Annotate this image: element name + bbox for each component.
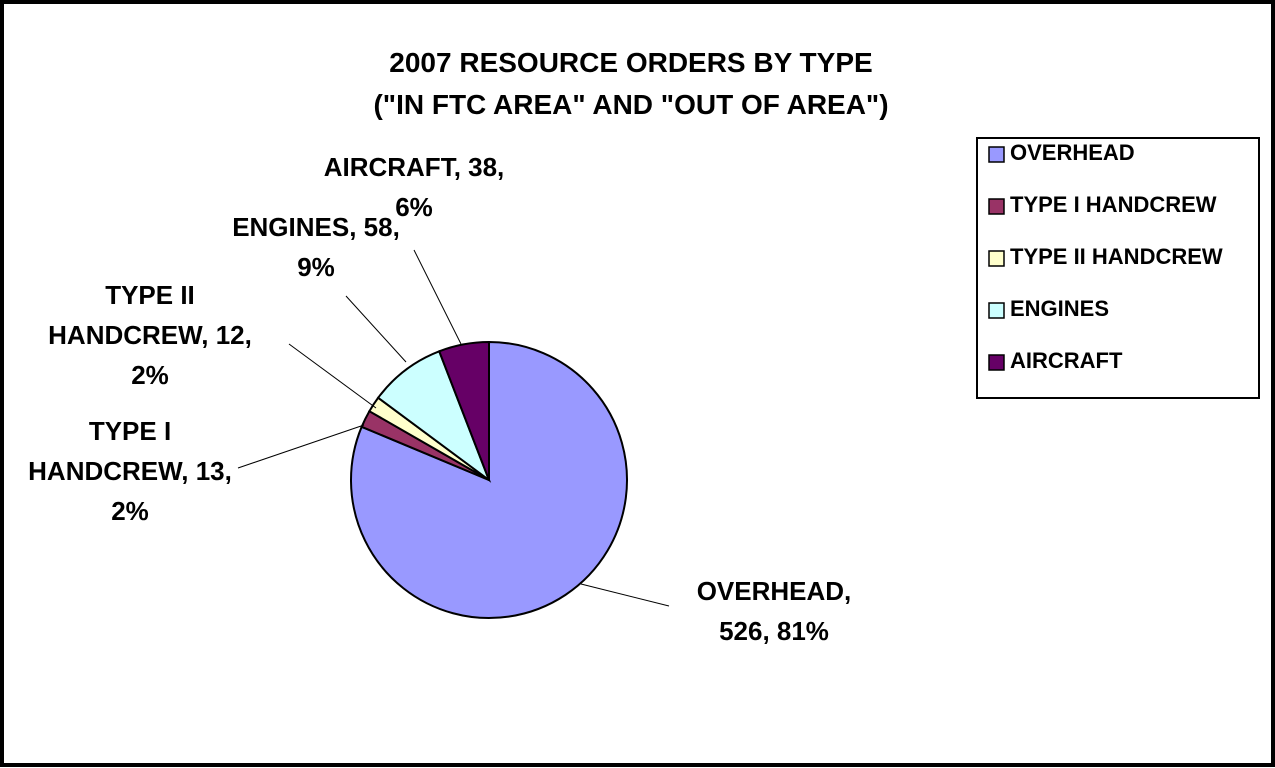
- legend-swatch-engines: [988, 302, 1005, 319]
- leader-line-type-i-handcrew: [237, 424, 365, 469]
- legend-label-engines: ENGINES: [1010, 296, 1109, 321]
- leader-lines: [237, 249, 670, 607]
- legend-swatch-type-i-handcrew: [988, 198, 1005, 215]
- chart-title-line-2: ("IN FTC AREA" AND "OUT OF AREA"): [373, 89, 888, 120]
- data-label-type-i-handcrew: TYPE I: [89, 416, 171, 446]
- data-label-overhead: 526, 81%: [719, 616, 829, 646]
- legend-label-type-i-handcrew: TYPE I HANDCREW: [1010, 192, 1217, 217]
- data-label-aircraft: AIRCRAFT, 38,: [324, 152, 505, 182]
- pie-chart: 2007 RESOURCE ORDERS BY TYPE ("IN FTC AR…: [28, 47, 1260, 646]
- data-label-type-ii-handcrew: 2%: [131, 360, 169, 390]
- leader-line-engines: [345, 295, 407, 363]
- data-label-type-ii-handcrew: TYPE II: [105, 280, 195, 310]
- pie-slice-aircraft: [437, 340, 490, 481]
- data-label-type-i-handcrew: 2%: [111, 496, 149, 526]
- leader-line-aircraft: [413, 249, 462, 345]
- data-label-engines: ENGINES, 58,: [232, 212, 400, 242]
- data-label-type-i-handcrew: HANDCREW, 13,: [28, 456, 232, 486]
- legend-label-aircraft: AIRCRAFT: [1010, 348, 1123, 373]
- data-label-engines: 9%: [297, 252, 335, 282]
- data-labels: OVERHEAD, 526, 81% TYPE I HANDCREW, 13, 2% TY…: [28, 152, 851, 646]
- legend-swatch-aircraft: [988, 354, 1005, 371]
- chart-title-line-1: 2007 RESOURCE ORDERS BY TYPE: [389, 47, 872, 78]
- legend-label-overhead: OVERHEAD: [1010, 140, 1135, 165]
- legend-swatch-overhead: [988, 146, 1005, 163]
- leader-line-overhead: [580, 583, 670, 607]
- legend-swatch-type-ii-handcrew: [988, 250, 1005, 267]
- leader-line-type-ii-handcrew: [288, 343, 377, 409]
- legend-label-type-ii-handcrew: TYPE II HANDCREW: [1010, 244, 1223, 269]
- pie-slices: [350, 340, 628, 619]
- data-label-overhead: OVERHEAD,: [697, 576, 852, 606]
- data-label-type-ii-handcrew: HANDCREW, 12,: [48, 320, 252, 350]
- data-label-aircraft: 6%: [395, 192, 433, 222]
- legend-box: [976, 137, 1260, 399]
- legend: OVERHEAD TYPE I HANDCREW TYPE II HANDCREW E…: [976, 137, 1260, 399]
